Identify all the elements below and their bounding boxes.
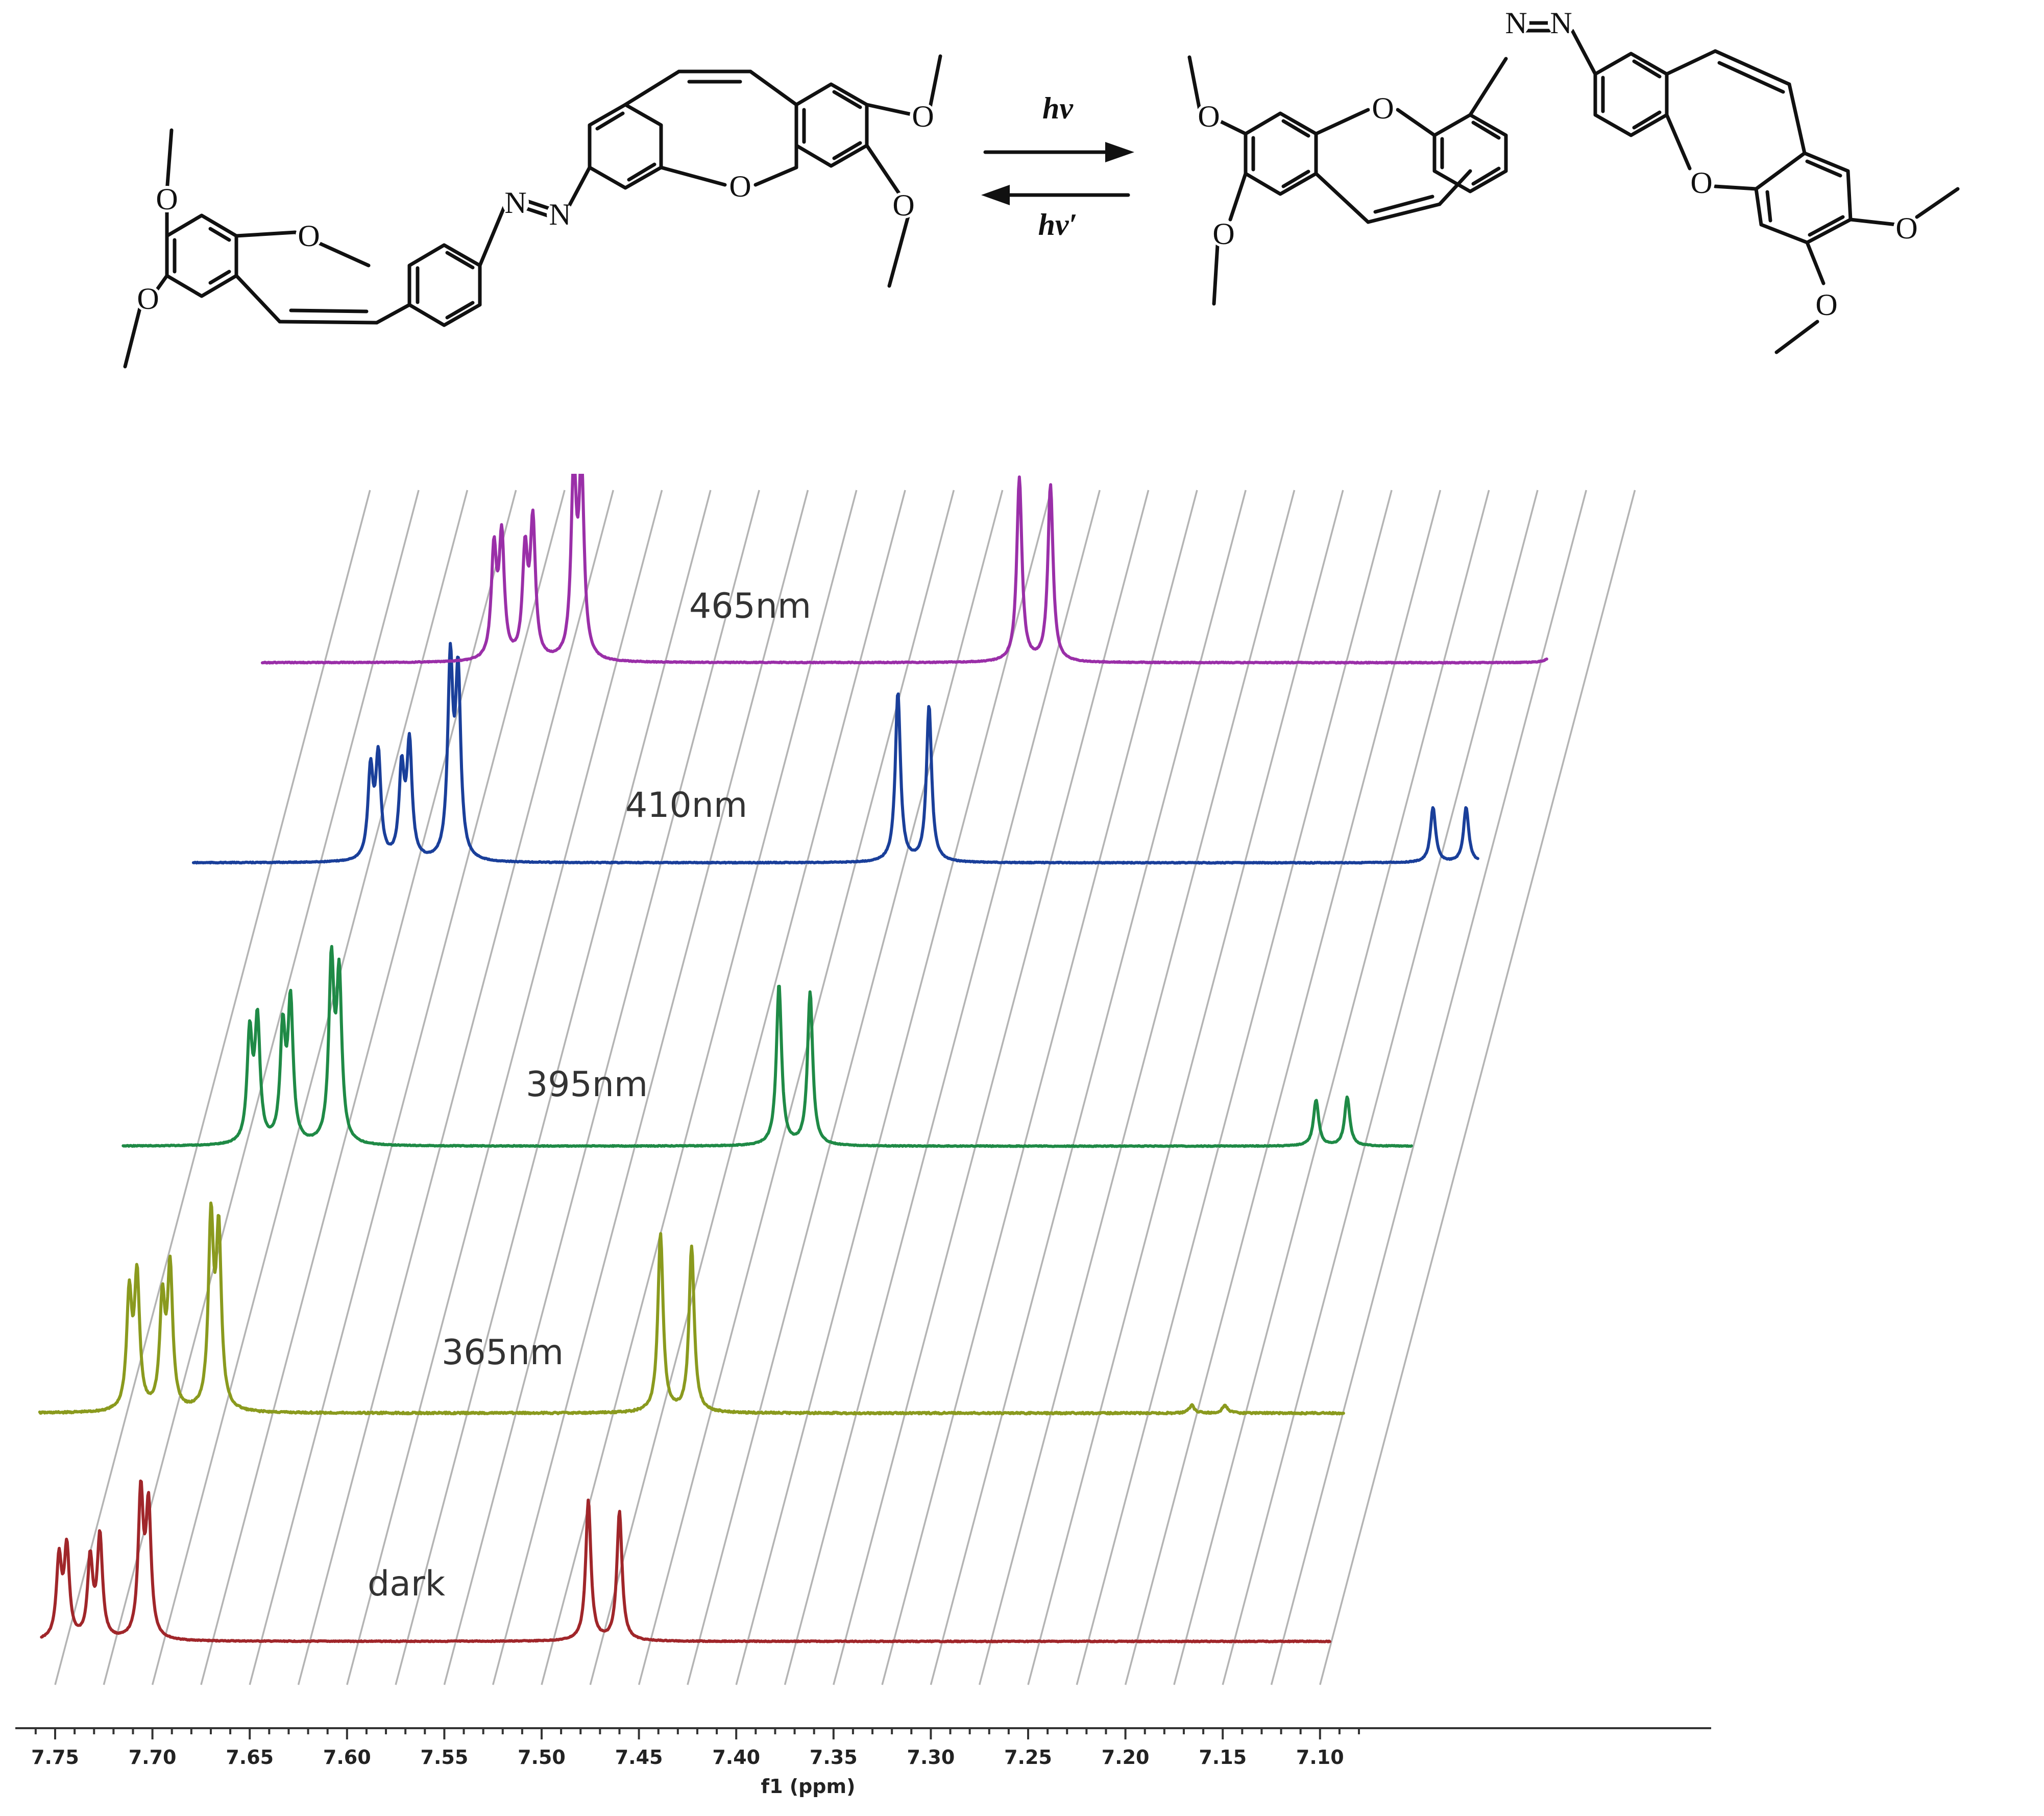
x-tick-label: 7.50 — [518, 1746, 566, 1769]
x-tick-label: 7.25 — [1004, 1746, 1052, 1769]
stack-guide-line — [638, 490, 955, 1685]
stack-guide-line — [1124, 490, 1442, 1685]
atom-n-3: N — [1505, 6, 1527, 40]
stack-guide-line — [249, 490, 566, 1685]
equilibrium-arrows: hv hv′ — [981, 91, 1134, 241]
x-tick-label: 7.10 — [1296, 1746, 1344, 1769]
stack-guide-lines — [54, 490, 1636, 1685]
atom-n-4: N — [1550, 6, 1572, 40]
x-axis: 7.75 7.70 7.65 7.60 7.55 7.50 7.45 7.40 7.35 7.30… — [15, 1727, 1711, 1798]
x-tick-label: 7.20 — [1102, 1746, 1150, 1769]
stack-guide-line — [735, 490, 1052, 1685]
x-tick-label: 7.15 — [1199, 1746, 1247, 1769]
stack-guide-line — [1173, 490, 1490, 1685]
atom-o-methoxy-7: O — [1895, 211, 1917, 245]
nmr-stacked-chart: dark 365nm 395nm 410nm 465nm 7.75 7.70 7.65 7.6… — [15, 474, 1711, 1798]
trace-labels: dark 365nm 395nm 410nm 465nm — [368, 586, 811, 1604]
stack-guide-line — [395, 490, 712, 1685]
stack-guide-line — [541, 490, 858, 1685]
stack-guide-line — [1270, 490, 1588, 1685]
stack-guide-line — [881, 490, 1198, 1685]
spectrum-trace-dark — [40, 1479, 1331, 1643]
forward-light-label: hv — [1042, 91, 1074, 125]
trace-label-365nm: 365nm — [442, 1333, 564, 1373]
spectrum-traces — [38, 474, 1548, 1643]
x-tick-label: 7.35 — [810, 1746, 858, 1769]
x-tick-label: 7.75 — [31, 1746, 79, 1769]
atom-o-methoxy-2: O — [137, 282, 159, 316]
x-tick-label: 7.70 — [129, 1746, 177, 1769]
spectrum-trace-410nm — [191, 642, 1479, 865]
atom-o-oxepine-4: O — [1690, 166, 1712, 200]
atom-o-methoxy-4: O — [892, 188, 914, 222]
stack-guide-line — [200, 490, 517, 1685]
atom-o-oxepine-2: O — [729, 170, 751, 203]
x-tick-label: 7.55 — [421, 1746, 469, 1769]
spectrum-trace-365nm — [38, 1201, 1345, 1416]
stack-guide-line — [492, 490, 809, 1685]
spectrum-trace-465nm — [260, 474, 1548, 665]
x-tick-label: 7.30 — [907, 1746, 955, 1769]
stack-guide-line — [833, 490, 1150, 1685]
stack-guide-line — [346, 490, 663, 1685]
atom-o-methoxy-3: O — [912, 100, 934, 133]
atom-n-1: N — [504, 186, 526, 220]
atom-o-oxepine-1: O — [298, 219, 320, 253]
stack-guide-line — [589, 490, 906, 1685]
stack-guide-line — [930, 490, 1247, 1685]
x-axis-title: f1 (ppm) — [761, 1775, 856, 1798]
stack-guide-line — [1222, 490, 1539, 1685]
atom-o-methoxy-6: O — [1212, 217, 1234, 251]
atom-o-methoxy-5: O — [1198, 100, 1220, 133]
left-molecule-atoms: O O O N N O O O — [135, 100, 936, 316]
trace-label-410nm: 410nm — [625, 785, 747, 826]
atom-o-oxepine-3: O — [1372, 91, 1394, 125]
stack-guide-line — [687, 490, 1004, 1685]
stack-guide-line — [1027, 490, 1344, 1685]
stack-guide-line — [1319, 490, 1636, 1685]
stack-guide-line — [979, 490, 1296, 1685]
stack-guide-line — [1076, 490, 1393, 1685]
right-molecule-atoms: O O O N N O O O — [1196, 6, 1920, 322]
reaction-scheme: O O O N N O O O O O O N N — [123, 6, 1960, 369]
stack-guide-line — [297, 490, 615, 1685]
x-tick-label: 7.60 — [323, 1746, 371, 1769]
x-axis-ticks: 7.75 7.70 7.65 7.60 7.55 7.50 7.45 7.40 7.35 7.30… — [31, 1728, 1360, 1769]
trace-label-395nm: 395nm — [526, 1064, 648, 1105]
spectrum-trace-395nm — [121, 945, 1413, 1148]
atom-o-methoxy-8: O — [1815, 288, 1837, 322]
right-molecule — [1187, 21, 1960, 354]
stack-guide-line — [54, 490, 371, 1685]
x-tick-label: 7.40 — [712, 1746, 760, 1769]
x-tick-label: 7.65 — [226, 1746, 274, 1769]
atom-o-methoxy-1: O — [156, 182, 178, 216]
stack-guide-line — [443, 490, 760, 1685]
x-tick-label: 7.45 — [615, 1746, 663, 1769]
reverse-light-label: hv′ — [1038, 208, 1078, 241]
trace-label-dark: dark — [368, 1564, 446, 1604]
atom-n-2: N — [549, 198, 571, 231]
left-molecule — [123, 54, 942, 369]
stack-guide-line — [784, 490, 1101, 1685]
stack-guide-line — [151, 490, 469, 1685]
trace-label-465nm: 465nm — [689, 586, 811, 626]
